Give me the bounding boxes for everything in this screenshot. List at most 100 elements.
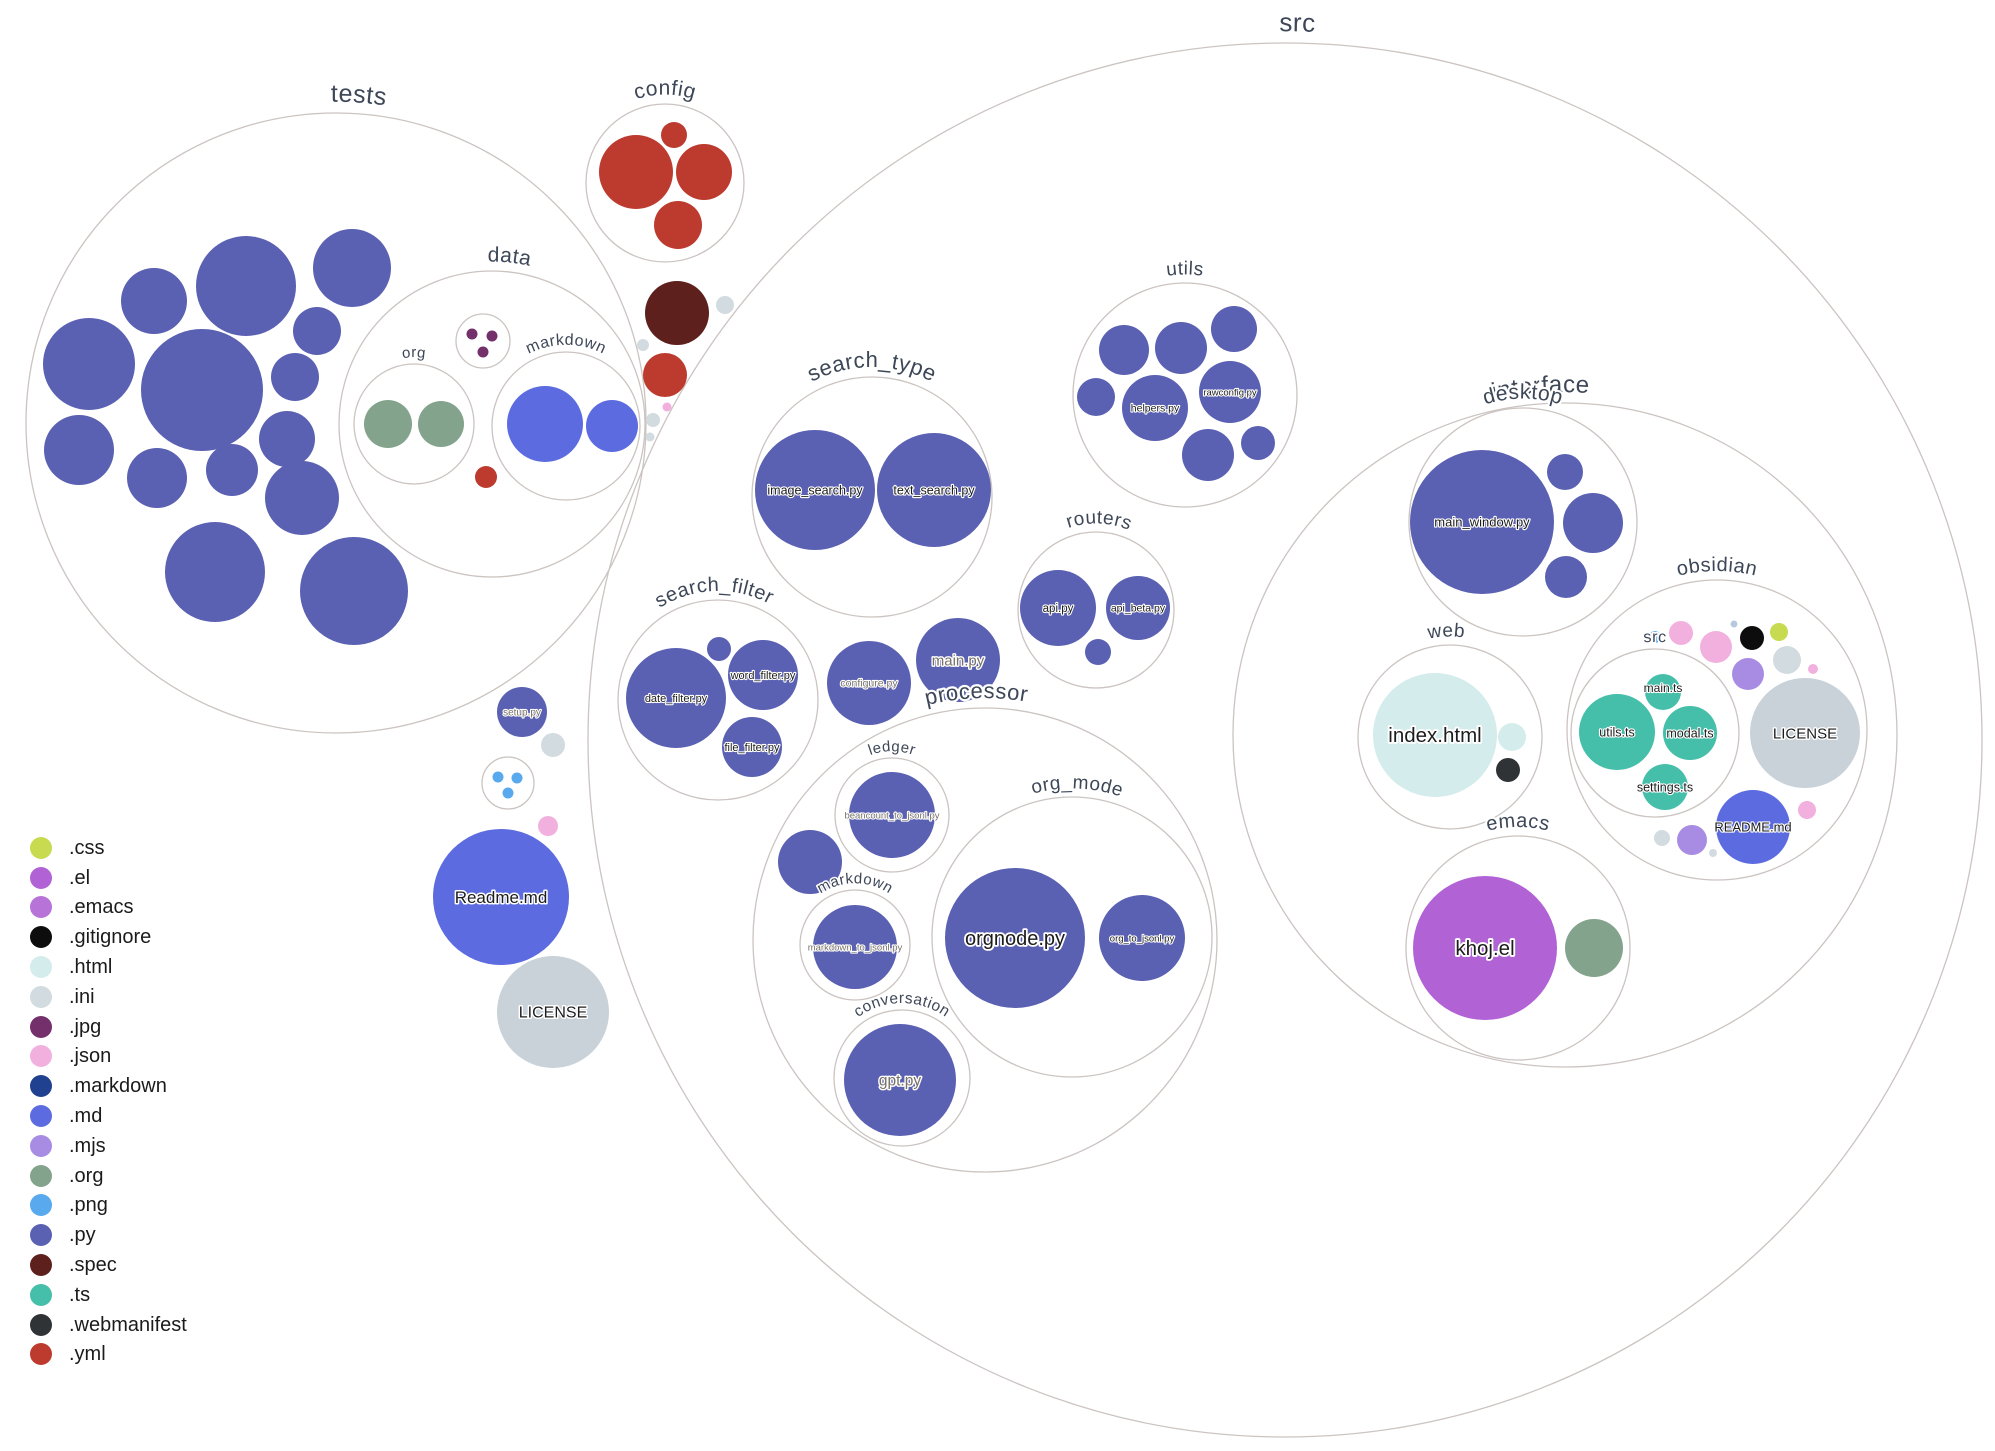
dir-conversation-circle — [833, 1009, 971, 1147]
file-utils-ts-circle — [1579, 694, 1655, 770]
root-png-2-circle — [511, 772, 523, 784]
dir-src-circle — [587, 42, 1983, 1438]
file-helpers-py-label: helpers.py — [1131, 403, 1180, 415]
file-gpt-py-circle — [844, 1024, 956, 1136]
dir-processor-label: processor — [922, 678, 1030, 710]
search-filter-py-1-circle — [707, 637, 731, 661]
desktop-py-1-circle — [1547, 454, 1583, 490]
file-index-html-label: index.html — [1388, 724, 1481, 747]
tests-py-13-circle — [165, 522, 265, 622]
config-yml-4-circle — [654, 201, 702, 249]
dir-proc-markdown-circle — [799, 889, 911, 1001]
utils-py-4-circle — [1077, 378, 1115, 416]
root-png-1-circle — [492, 771, 504, 783]
obsidian-misc-1-circle — [1730, 620, 1738, 628]
legend-color-dot-jpg — [30, 1015, 52, 1038]
legend-label: .html — [69, 956, 113, 979]
data-yml-circle — [475, 466, 497, 488]
tests-py-9-circle — [44, 415, 114, 485]
utils-py-6-circle — [1241, 426, 1275, 460]
file-beancount-to-jsonl-py-circle — [849, 772, 935, 858]
legend: .css .el .emacs .gitignore .html .ini .jpg .jso… — [30, 833, 187, 1369]
file-main-py-circle — [916, 618, 1000, 702]
legend-label: .webmanifest — [69, 1313, 187, 1336]
tests-py-5-circle — [43, 318, 135, 410]
file-khoj-el-circle — [1413, 876, 1557, 1020]
file-date-filter-py-circle — [626, 648, 726, 748]
legend-item-png: .png — [30, 1191, 187, 1221]
dir-org-mode-circle — [931, 796, 1213, 1078]
file-readme-md-circle — [433, 829, 569, 965]
obsidian-mjs-1-circle — [1732, 658, 1764, 690]
file-markdown-to-jsonl-py-circle — [813, 905, 897, 989]
file-org-to-jsonl-py-circle — [1099, 895, 1185, 981]
legend-color-dot-webmanifest — [30, 1313, 52, 1336]
file-gpt-py-label: gpt.py — [879, 1072, 921, 1089]
file-main-py-label: main.py — [932, 652, 985, 669]
routers-py-1-circle — [1085, 639, 1111, 665]
dir-jpg-folder-circle — [455, 313, 511, 369]
dir-data-circle — [338, 270, 646, 578]
file-main-window-py-label: main_window.py — [1434, 515, 1530, 530]
dir-data-label: data — [488, 243, 534, 270]
dir-search-filter-label: search_filter — [651, 574, 777, 612]
legend-color-dot-yml — [30, 1343, 52, 1366]
obsidian-json-1-circle — [1669, 621, 1693, 645]
data-org-2-circle — [418, 401, 464, 447]
dir-data-markdown-label: markdown — [523, 332, 608, 358]
legend-color-dot-css — [30, 836, 52, 859]
dir-org-circle — [353, 363, 475, 485]
legend-label: .css — [69, 836, 105, 859]
obsidian-json-4-circle — [1798, 801, 1816, 819]
file-main-ts-circle — [1645, 674, 1681, 710]
legend-label: .el — [69, 866, 91, 889]
tests-py-4-circle — [293, 307, 341, 355]
file-text-search-py-label: text_search.py — [893, 483, 975, 497]
dir-web-label: web — [1425, 620, 1466, 643]
legend-label: .gitignore — [69, 926, 152, 949]
legend-item-mjs: .mjs — [30, 1131, 187, 1161]
legend-color-dot-mjs — [30, 1134, 52, 1157]
config-yml-3-circle — [661, 122, 687, 148]
dir-obsidian-label: obsidian — [1675, 554, 1760, 581]
legend-item-webmanifest: .webmanifest — [30, 1310, 187, 1340]
obsidian-json-2-circle — [1700, 631, 1732, 663]
root-ini-4-circle — [645, 432, 655, 442]
file-index-html-circle — [1373, 673, 1497, 797]
obsidian-ini-2-circle — [1654, 830, 1670, 846]
file-helpers-py-circle — [1122, 375, 1188, 441]
legend-color-dot-spec — [30, 1254, 52, 1277]
legend-item-css: .css — [30, 833, 187, 863]
dir-utils-label: utils — [1165, 258, 1205, 280]
obsidian-ini-3-circle — [1709, 849, 1717, 857]
legend-label: .mjs — [69, 1134, 106, 1157]
root-json-2-circle — [538, 816, 558, 836]
web-html-1-circle — [1498, 723, 1526, 751]
legend-item-ini: .ini — [30, 982, 187, 1012]
legend-color-dot-gitignore — [30, 926, 52, 949]
root-png-3-circle — [502, 787, 514, 799]
config-yml-1-circle — [599, 135, 673, 209]
file-utils-ts-label: utils.ts — [1599, 725, 1634, 739]
file-setup-py-circle — [497, 687, 547, 737]
file-rawconfig-py-label: rawconfig.py — [1203, 387, 1257, 398]
legend-color-dot-ini — [30, 985, 52, 1008]
file-modal-ts-circle — [1663, 706, 1717, 760]
tests-py-10-circle — [127, 448, 187, 508]
dir-obsidian-circle — [1566, 579, 1868, 881]
file-settings-ts-circle — [1642, 764, 1688, 810]
legend-item-yml: .yml — [30, 1340, 187, 1370]
utils-py-5-circle — [1182, 429, 1234, 481]
tests-py-12-circle — [265, 461, 339, 535]
dir-utils-circle — [1072, 282, 1298, 508]
file-date-filter-py-label: date_filter.py — [645, 693, 708, 705]
dir-obsidian-src-label: src — [1643, 629, 1668, 647]
legend-color-dot-md — [30, 1105, 52, 1128]
legend-label: .jpg — [69, 1015, 102, 1038]
legend-color-dot-markdown — [30, 1075, 52, 1098]
file-api-py-circle — [1020, 570, 1096, 646]
file-main-ts-label: main.ts — [1644, 681, 1683, 695]
legend-label: .emacs — [69, 896, 134, 919]
dir-search-type-label: search_type — [803, 347, 941, 386]
